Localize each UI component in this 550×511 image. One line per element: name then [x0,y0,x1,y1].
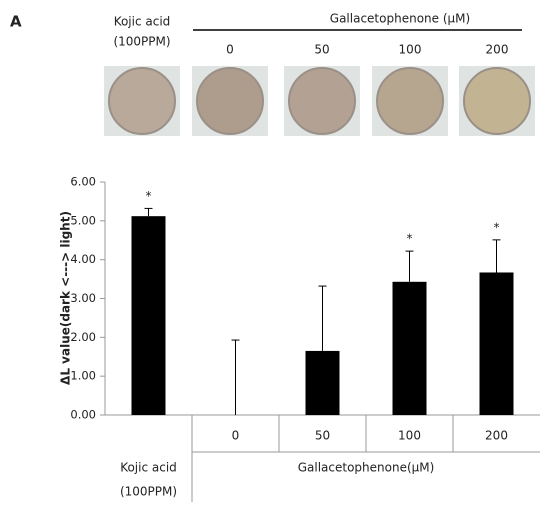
well [196,67,264,135]
well [288,67,356,135]
bar [392,281,427,415]
bar [305,350,340,415]
group-label: Gallacetophenone(μM) [298,461,435,475]
y-tick-label: 2.00 [70,330,96,344]
control-label: Kojic acid [114,15,171,29]
significance: * [407,232,413,246]
x-tick-label: Kojic acid [120,461,177,475]
x-tick-label: 50 [315,429,330,443]
x-tick-label: 200 [485,429,508,443]
significance: * [494,220,500,234]
dose-label: 0 [226,43,234,57]
x-tick-label: (100PPM) [120,485,177,499]
well [108,67,176,135]
dose-label: 200 [486,43,509,57]
x-tick-label: 0 [232,429,240,443]
x-tick-label: 100 [398,429,421,443]
well [376,67,444,135]
significance: * [146,189,152,203]
y-tick-label: 5.00 [70,213,96,227]
y-tick-label: 4.00 [70,252,96,266]
well [463,67,531,135]
y-tick-label: 0.00 [70,408,96,422]
y-tick-label: 3.00 [70,291,96,305]
panel-label: A [10,13,22,31]
y-tick-label: 1.00 [70,369,96,383]
y-tick-label: 6.00 [70,175,96,189]
bar [479,272,514,415]
control-label: (100PPM) [113,35,170,49]
bar [131,216,166,415]
dose-label: 50 [314,43,329,57]
dose-label: 100 [399,43,422,57]
group-label: Gallacetophenone (μM) [330,12,470,26]
y-axis-label: ΔL value(dark <---> light) [59,211,73,385]
